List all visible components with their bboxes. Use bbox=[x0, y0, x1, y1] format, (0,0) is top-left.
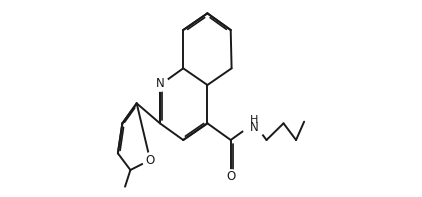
Text: H: H bbox=[250, 115, 258, 125]
Text: N: N bbox=[156, 76, 164, 89]
Text: N: N bbox=[249, 121, 258, 134]
Text: O: O bbox=[146, 153, 155, 166]
Text: O: O bbox=[226, 170, 235, 183]
